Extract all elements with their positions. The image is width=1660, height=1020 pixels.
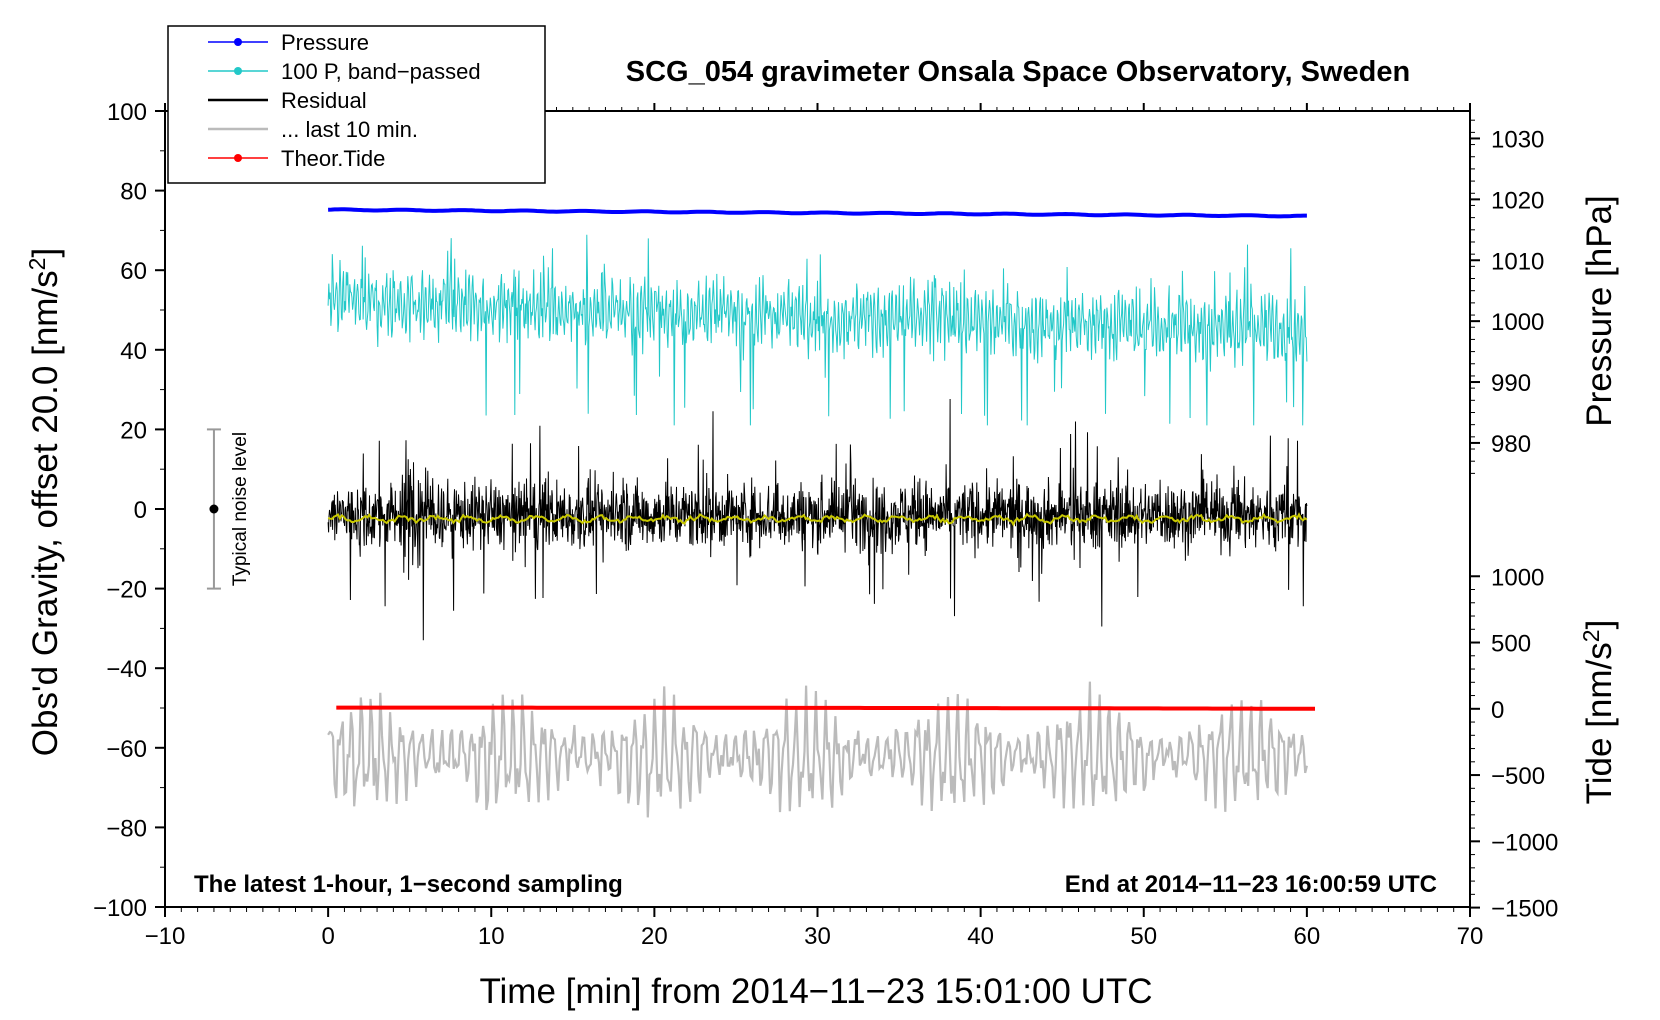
y-axis-label: Obs'd Gravity, offset 20.0 [nm/s2] [24,248,65,756]
series-theor-tide [336,705,1315,711]
tide-tick-label: −500 [1491,763,1545,790]
noise-bar: Typical noise level [206,428,251,590]
axis-layer: −10 0 10 20 30 40 50 60 70100806040200−20−40−60−… [93,99,1558,950]
series-band-passed [327,234,1308,426]
y-tick-label: −100 [93,895,147,922]
x-tick-label: 60 [1294,923,1321,950]
series-pressure [328,207,1307,219]
legend-label: ... last 10 min. [281,117,418,142]
x-tick-label: 70 [1457,923,1484,950]
chart-title: SCG_054 gravimeter Onsala Space Observat… [626,56,1410,88]
tide-tick-label: 0 [1491,697,1504,724]
legend-label: Pressure [281,30,369,55]
pressure-tick-label: 1010 [1491,248,1544,275]
tide-axis-label: Tide [nm/s2] [1578,620,1619,805]
y-tick-label: 40 [120,338,147,365]
pressure-tick-label: 990 [1491,370,1531,397]
legend-label: 100 P, band−passed [281,59,481,84]
legend: Pressure 100 P, band−passed Residual ... la… [167,25,546,184]
x-axis-label: Time [min] from 2014−11−23 15:01:00 UTC [479,972,1152,1011]
tide-tick-label: −1500 [1491,896,1558,923]
y-tick-label: 60 [120,258,147,285]
pressure-tick-label: 1020 [1491,187,1544,214]
pressure-tick-label: 1000 [1491,309,1544,336]
y-tick-label: −20 [106,577,147,604]
x-tick-label: 40 [967,923,994,950]
x-tick-label: 10 [478,923,505,950]
y-tick-label: −40 [106,656,147,683]
tide-tick-label: 500 [1491,631,1531,658]
legend-marker [234,154,242,162]
pressure-axis-label: Pressure [hPa] [1580,195,1619,427]
series-last-10-min [327,681,1308,818]
x-tick-label: 30 [804,923,831,950]
series-layer [327,207,1315,818]
tide-tick-label: 1000 [1491,564,1544,591]
x-tick-label: 20 [641,923,668,950]
y-tick-label: 100 [107,99,147,126]
y-tick-label: 0 [134,497,147,524]
series-residual [327,398,1308,641]
legend-box [167,25,546,184]
legend-label: Residual [281,88,367,113]
legend-marker [234,38,242,46]
noise-bar-label: Typical noise level [230,432,251,586]
y-tick-label: 20 [120,417,147,444]
y-tick-label: 80 [120,179,147,206]
x-tick-label: −10 [145,923,186,950]
pressure-tick-label: 980 [1491,431,1531,458]
y-tick-label: −60 [106,736,147,763]
legend-label: Theor.Tide [281,146,385,171]
x-tick-label: 50 [1130,923,1157,950]
annotation-right: End at 2014−11−23 16:00:59 UTC [1065,871,1437,898]
pressure-tick-label: 1030 [1491,126,1544,153]
tide-tick-label: −1000 [1491,829,1558,856]
noise-bar-dot [209,504,219,514]
series-residual-smoothed [327,512,1308,527]
annotation-left: The latest 1-hour, 1−second sampling [194,871,623,898]
x-tick-label: 0 [321,923,334,950]
y-tick-label: −80 [106,815,147,842]
legend-marker [234,67,242,75]
